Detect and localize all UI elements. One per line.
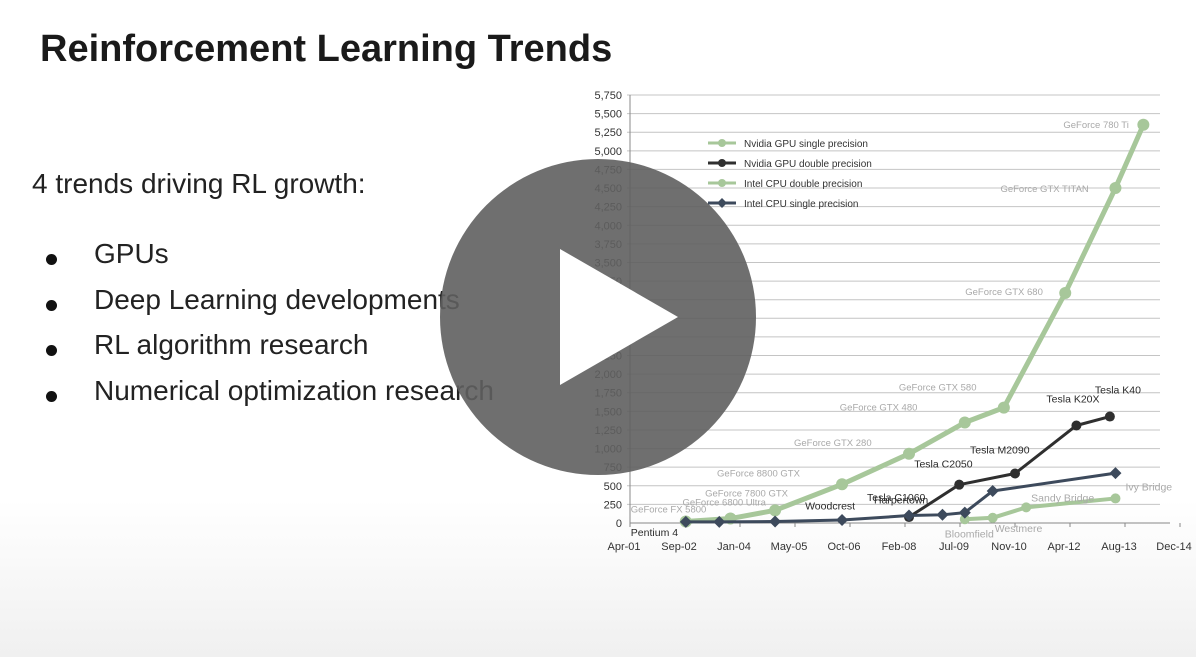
data-point [903,447,915,460]
legend-label: Nvidia GPU single precision [744,139,868,150]
data-point [986,484,999,497]
data-point [769,515,782,528]
bullet-icon [46,345,57,356]
play-icon[interactable] [560,249,678,385]
y-tick-label: 5,500 [594,109,622,121]
data-point [903,509,915,522]
x-tick-label: Aug-13 [1101,541,1136,553]
data-label: Westmere [995,523,1043,535]
x-tick-label: Sep-02 [661,541,696,553]
data-point [958,416,971,429]
x-tick-label: Nov-10 [991,541,1026,553]
bullet-text: GPUs [94,238,169,269]
x-tick-label: Jan-04 [717,541,751,553]
legend-label: Intel CPU single precision [744,199,859,210]
data-point [958,506,971,519]
data-point [836,514,849,527]
data-label: Pentium 4 [631,527,678,539]
bottom-gradient [0,500,1196,657]
data-point [1109,467,1122,480]
data-point [713,515,726,528]
data-label: Ivy Bridge [1125,481,1172,493]
legend-marker [718,139,726,147]
y-tick-label: 5,750 [594,90,622,102]
data-point [1104,411,1115,422]
legend-marker [718,159,726,167]
data-label: GeForce FX 5800 [631,505,707,516]
data-label: GeForce 7800 GTX [705,488,789,499]
data-label: GeForce 780 Ti [1063,120,1128,131]
data-label: GeForce GTX 580 [899,383,977,394]
data-point [1109,182,1122,195]
y-tick-label: 5,000 [594,146,622,158]
x-tick-label: Dec-14 [1156,541,1191,553]
data-point [1071,420,1082,431]
bullet-icon [46,254,57,265]
data-point [1021,502,1032,513]
data-point [1059,286,1072,299]
data-label: GeForce GTX 480 [840,403,918,414]
data-point [836,478,849,491]
data-label: GeForce GTX 280 [794,438,872,449]
y-tick-label: 5,250 [594,127,622,139]
slide-intro: 4 trends driving RL growth: [32,168,366,199]
data-label: Tesla K40 [1095,385,1141,397]
slide-title: Reinforcement Learning Trends [40,28,613,70]
data-label: GeForce GTX TITAN [1000,184,1088,195]
data-label: Sandy Bridge [1031,492,1094,504]
x-tick-label: Apr-12 [1047,541,1080,553]
x-tick-label: Apr-01 [607,541,640,553]
data-label: GeForce 8800 GTX [717,468,801,479]
play-button[interactable] [440,159,756,475]
x-tick-label: Oct-06 [827,541,860,553]
x-tick-label: Feb-08 [882,541,917,553]
x-tick-label: May-05 [771,541,808,553]
bullet-icon [46,300,57,311]
bullet-text: Deep Learning developments [94,284,460,315]
data-point [769,504,782,517]
y-tick-label: 500 [604,481,622,493]
legend-label: Nvidia GPU double precision [744,159,872,170]
legend-label: Intel CPU double precision [744,179,862,190]
bullet-text: Numerical optimization research [94,375,494,406]
data-label: Tesla C2050 [914,459,973,471]
data-point [997,401,1010,414]
data-label: Tesla M2090 [970,445,1030,457]
legend-marker [718,179,726,187]
bullet-text: RL algorithm research [94,329,369,360]
series-line [964,496,1116,522]
data-label: Harpertown [874,495,928,507]
x-tick-label: Jul-09 [939,541,969,553]
data-point [987,512,998,523]
data-point [1010,468,1021,479]
data-label: GeForce 6800 Ultra [682,498,766,509]
data-label: GeForce GTX 680 [965,287,1043,298]
data-label: Tesla C1060 [867,492,926,504]
y-tick-label: 250 [604,499,622,511]
data-label: Tesla K20X [1046,393,1099,405]
data-point [1137,118,1150,131]
data-label: Woodcrest [805,501,855,513]
series-line [685,123,1146,525]
data-point [954,479,965,490]
legend-marker [717,198,727,208]
data-point [1110,493,1121,504]
data-label: Bloomfield [945,528,994,540]
data-point [679,515,692,528]
data-point [936,508,949,521]
y-tick-label: 0 [616,518,622,530]
data-point [959,514,970,525]
bullet-icon [46,391,57,402]
